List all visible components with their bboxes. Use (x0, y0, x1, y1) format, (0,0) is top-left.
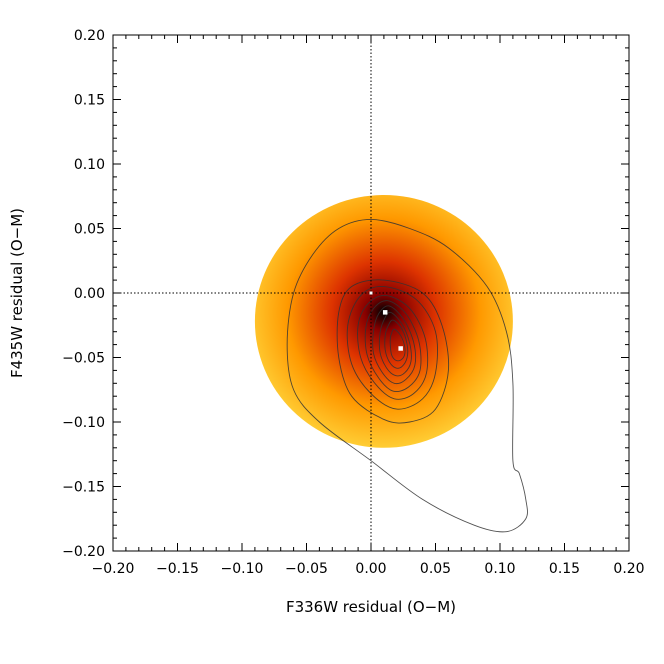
y-tick-label: 0.20 (74, 28, 105, 44)
contour-line (357, 295, 429, 400)
marker-origin (369, 291, 373, 295)
x-axis-label: F336W residual (O−M) (286, 598, 456, 616)
contour-line (389, 328, 406, 362)
y-tick-label: 0.15 (74, 93, 105, 109)
y-tick-labels: −0.20 −0.15 −0.10 −0.05 0.00 0.05 0.10 0.15 0.20 (62, 28, 105, 560)
y-tick-label: −0.15 (62, 480, 105, 496)
y-tick-label: 0.10 (74, 157, 105, 173)
contour-layer (286, 219, 528, 533)
x-tick-label: 0.10 (484, 561, 515, 577)
y-tick-label: 0.05 (74, 222, 105, 238)
y-axis-label: F435W residual (O−M) (8, 208, 26, 378)
y-tick-label: −0.05 (62, 351, 105, 367)
x-tick-label: 0.20 (613, 561, 644, 577)
tick-layer (112, 34, 630, 552)
x-tick-label: −0.20 (92, 561, 135, 577)
contour-line (364, 300, 422, 393)
x-tick-label: 0.15 (549, 561, 580, 577)
y-tick-label: −0.20 (62, 544, 105, 560)
marker-mean (398, 346, 403, 351)
contour-line (336, 279, 450, 424)
contour-line (378, 311, 412, 377)
y-tick-label: 0.00 (74, 286, 105, 302)
x-tick-label: 0.05 (420, 561, 451, 577)
density-region (254, 194, 513, 448)
x-tick-label: −0.05 (285, 561, 328, 577)
contour-line (286, 219, 528, 533)
x-tick-label: −0.10 (221, 561, 264, 577)
x-tick-label: −0.15 (156, 561, 199, 577)
x-tick-labels: −0.20 −0.15 −0.10 −0.05 0.00 0.05 0.10 0.15 0.20 (92, 561, 645, 577)
x-tick-label: 0.00 (355, 561, 386, 577)
contour-line (372, 305, 416, 385)
contour-line (384, 319, 409, 369)
density-layer (254, 194, 513, 448)
y-tick-label: −0.10 (62, 415, 105, 431)
contour-line (346, 286, 438, 410)
marker-peak (382, 310, 388, 315)
marker-layer (369, 291, 403, 351)
